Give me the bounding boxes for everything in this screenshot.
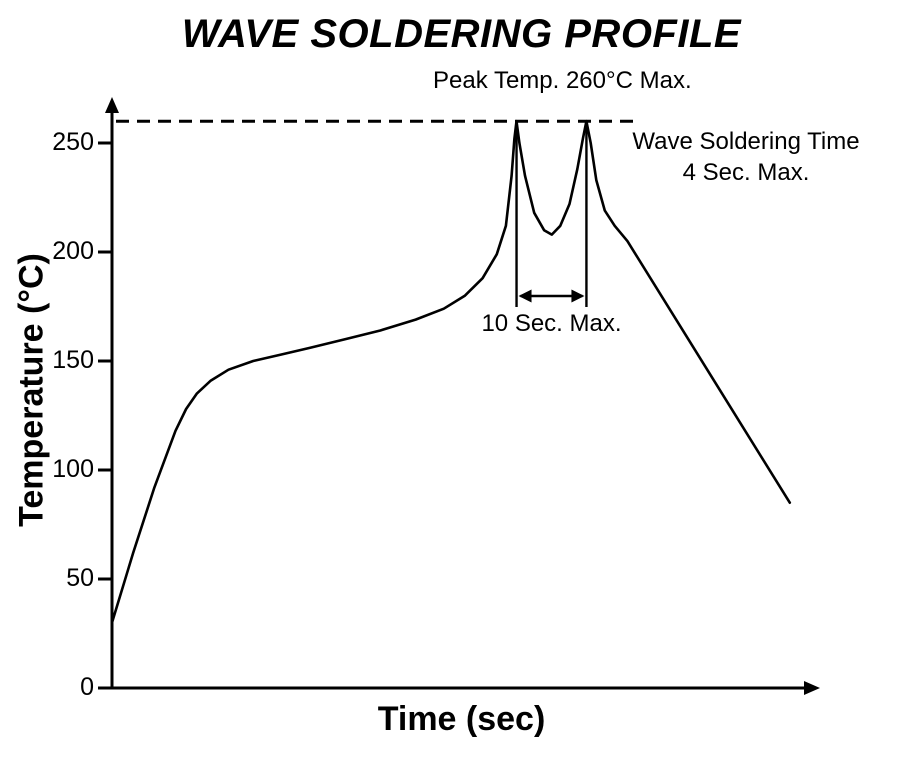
wave-soldering-time-annotation: Wave Soldering Time 4 Sec. Max. — [618, 126, 874, 188]
temperature-curve — [110, 119, 792, 624]
y-tick-label: 200 — [52, 237, 94, 265]
y-tick-label: 100 — [52, 455, 94, 483]
x-axis-label: Time (sec) — [377, 700, 546, 738]
x-axis-arrowhead — [804, 681, 820, 695]
peak-temp-annotation: Peak Temp. 260°C Max. — [433, 67, 692, 94]
y-tick-label: 250 — [52, 128, 94, 156]
wave-soldering-time-line2: 4 Sec. Max. — [682, 159, 810, 186]
chart-title: WAVE SOLDERING PROFILE — [181, 12, 742, 56]
peak-spacing-annotation: 10 Sec. Max. — [481, 310, 622, 337]
y-tick-label: 0 — [80, 673, 94, 701]
duration-arrowhead-left — [518, 289, 532, 303]
duration-arrowhead-right — [571, 289, 585, 303]
y-tick-label: 150 — [52, 346, 94, 374]
y-tick-label: 50 — [66, 564, 94, 592]
wave-soldering-time-line1: Wave Soldering Time — [632, 128, 860, 155]
y-axis-arrowhead — [105, 97, 119, 113]
